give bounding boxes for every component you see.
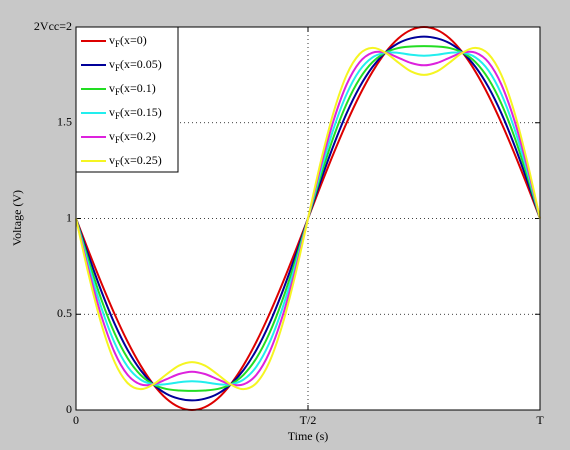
legend-label: vF(x=0) bbox=[109, 33, 147, 49]
y-tick-label: 0.5 bbox=[57, 306, 72, 320]
x-axis-label: Time (s) bbox=[288, 429, 329, 443]
plot-frame bbox=[75, 26, 541, 411]
x-tick-label: T/2 bbox=[300, 413, 317, 427]
series-line bbox=[75, 46, 541, 391]
legend-label: vF(x=0.15) bbox=[109, 105, 162, 121]
legend: vF(x=0) vF(x=0.05) vF(x=0.1) vF(x=0.15) vF(x… bbox=[75, 26, 179, 173]
legend-label: vF(x=0.1) bbox=[109, 81, 156, 97]
y-axis-label: Voltage (V) bbox=[10, 190, 24, 246]
y-tick-label: 0 bbox=[66, 402, 72, 416]
legend-label: vF(x=0.2) bbox=[109, 129, 156, 145]
x-tick-label: T bbox=[536, 413, 544, 427]
legend-label: vF(x=0.25) bbox=[109, 153, 162, 169]
x-tick-label: 0 bbox=[73, 413, 79, 427]
y-tick-label: 2Vcc=2 bbox=[34, 19, 72, 33]
y-tick-label: 1 bbox=[66, 210, 72, 224]
legend-box bbox=[75, 26, 179, 173]
y-tick-label: 1.5 bbox=[57, 115, 72, 129]
legend-label: vF(x=0.05) bbox=[109, 57, 162, 73]
